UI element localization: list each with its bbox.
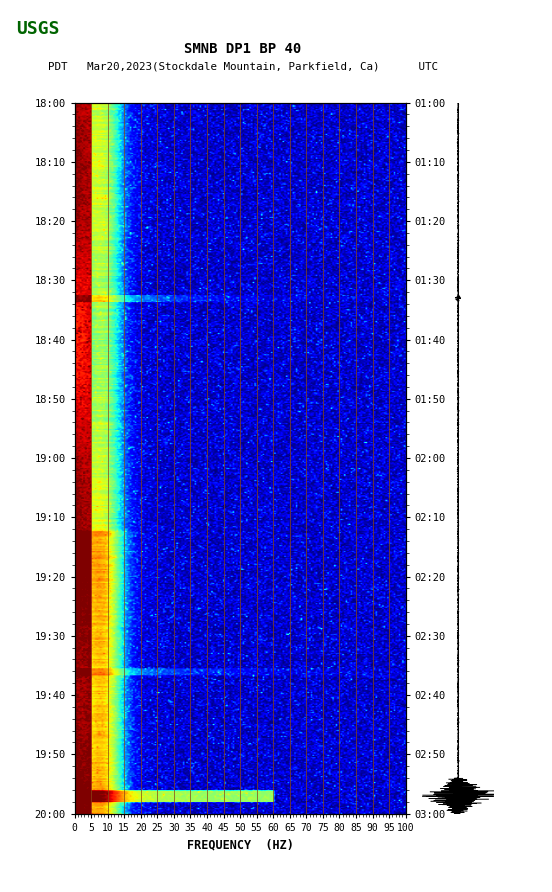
Text: USGS: USGS [17, 20, 60, 37]
Text: SMNB DP1 BP 40: SMNB DP1 BP 40 [184, 42, 301, 56]
Text: PDT   Mar20,2023(Stockdale Mountain, Parkfield, Ca)      UTC: PDT Mar20,2023(Stockdale Mountain, Parkf… [48, 62, 438, 72]
X-axis label: FREQUENCY  (HZ): FREQUENCY (HZ) [187, 838, 294, 851]
